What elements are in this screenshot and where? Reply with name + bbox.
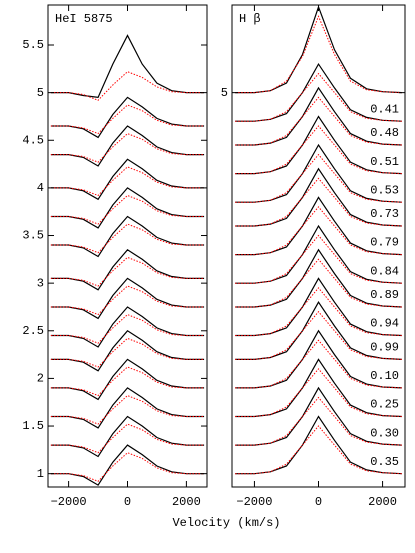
spectrum xyxy=(50,277,205,320)
y-tick-label: 1 xyxy=(37,467,44,481)
phase-label: 0.41 xyxy=(370,102,399,116)
y-tick-label: 4.5 xyxy=(22,133,44,147)
phase-label: 0.30 xyxy=(370,426,399,440)
x-tick-label: 0 xyxy=(124,495,131,509)
spectrum xyxy=(235,72,402,122)
panel-title: HeI 5875 xyxy=(55,12,113,26)
x-tick-label: 2000 xyxy=(172,495,201,509)
spectrum xyxy=(50,387,205,429)
spectrum xyxy=(235,153,402,203)
spectrum xyxy=(235,358,402,418)
spectrum xyxy=(50,125,205,167)
spectrum xyxy=(50,444,205,486)
spectrum xyxy=(50,166,205,197)
phase-label: 0.94 xyxy=(370,317,399,331)
spectrum xyxy=(235,415,402,475)
spectrum xyxy=(50,34,205,99)
spectrum xyxy=(235,258,402,308)
spectrum xyxy=(50,330,205,372)
spectrum xyxy=(235,206,402,256)
spectrum xyxy=(50,452,205,482)
spectrum xyxy=(235,96,402,146)
phase-label: 0.99 xyxy=(370,341,399,355)
spectrum xyxy=(235,62,402,122)
spectrum xyxy=(50,194,205,225)
spectrum xyxy=(50,71,205,101)
phase-label: 0.73 xyxy=(370,207,399,221)
phase-label: 0.84 xyxy=(370,264,399,278)
x-tick-label: 0 xyxy=(315,495,322,509)
spectrum xyxy=(235,396,402,446)
spectrum xyxy=(235,143,402,203)
x-tick-label: −2000 xyxy=(236,495,272,509)
spectrum xyxy=(50,415,205,458)
spectrum xyxy=(50,256,205,287)
spectrum xyxy=(235,310,402,360)
spectrum xyxy=(50,423,205,454)
plot-area xyxy=(50,34,205,486)
y-tick-label: 5 xyxy=(221,86,228,100)
spectrum xyxy=(50,223,205,254)
y-tick-label: 5 xyxy=(37,86,44,100)
phase-label: 0.79 xyxy=(370,236,399,250)
spectrum xyxy=(50,104,205,135)
spectrum xyxy=(50,306,205,348)
spectrum xyxy=(50,215,205,258)
spectrum xyxy=(50,285,205,316)
phase-label: 0.48 xyxy=(370,126,399,140)
spectrum xyxy=(235,339,402,389)
panel-title: H β xyxy=(239,12,261,26)
spectrum xyxy=(50,249,205,291)
spectrum xyxy=(50,158,205,201)
spectrum xyxy=(235,167,402,227)
spectrum xyxy=(235,277,402,337)
spectrum xyxy=(50,133,205,163)
y-tick-label: 1.5 xyxy=(22,419,44,433)
spectrum xyxy=(235,125,402,175)
spectrum xyxy=(50,314,205,344)
phase-label: 0.10 xyxy=(370,369,399,383)
y-tick-label: 2.5 xyxy=(22,324,44,338)
spectrum xyxy=(50,358,205,401)
spectrum xyxy=(50,337,205,368)
y-tick-label: 3 xyxy=(37,276,44,290)
spectrum xyxy=(235,287,402,336)
spectrum xyxy=(235,224,402,284)
spectrum xyxy=(235,196,402,256)
x-axis-label: Velocity (km/s) xyxy=(172,516,280,530)
phase-label: 0.89 xyxy=(370,288,399,302)
spectrum xyxy=(235,177,402,227)
x-tick-label: −2000 xyxy=(51,495,87,509)
spectrum xyxy=(235,86,402,146)
y-tick-label: 2 xyxy=(37,372,44,386)
spectrum xyxy=(235,115,402,175)
phase-label: 0.35 xyxy=(370,455,399,469)
x-tick-label: 2000 xyxy=(368,495,397,509)
phase-label: 0.51 xyxy=(370,155,399,169)
spectrum xyxy=(235,386,402,446)
spectrum xyxy=(235,248,402,308)
spectrum xyxy=(50,366,205,397)
spectrum xyxy=(235,301,402,360)
spectrum xyxy=(235,425,402,475)
spectrum xyxy=(50,395,205,425)
phase-label: 0.25 xyxy=(370,398,399,412)
plot-area xyxy=(235,5,402,475)
y-tick-label: 5.5 xyxy=(22,38,44,52)
spectrum xyxy=(235,15,402,94)
spectrum xyxy=(235,368,402,417)
y-tick-label: 4 xyxy=(37,181,44,195)
y-tick-label: 3.5 xyxy=(22,229,44,243)
spectrum xyxy=(50,187,205,229)
spectrum xyxy=(50,96,205,139)
phase-label: 0.53 xyxy=(370,183,399,197)
spectrum xyxy=(235,234,402,284)
spectrum xyxy=(235,329,402,389)
